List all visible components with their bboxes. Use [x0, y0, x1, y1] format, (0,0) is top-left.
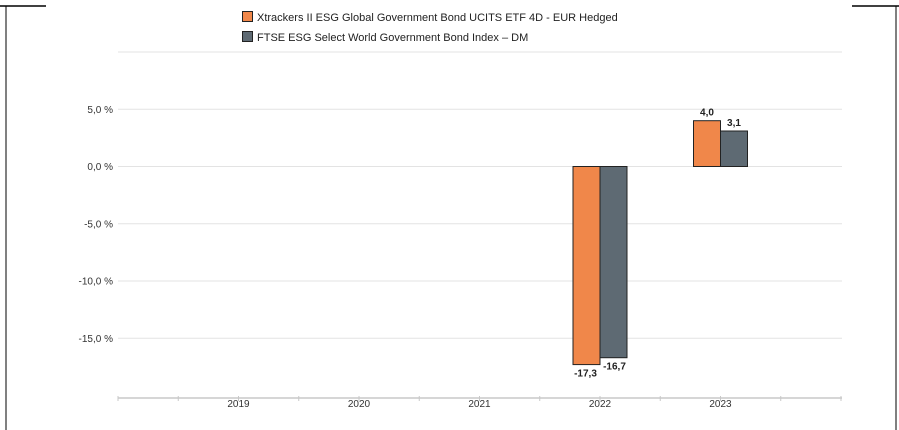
- y-tick-label: -10,0 %: [79, 277, 114, 288]
- data-label: -17,3: [574, 369, 597, 380]
- frame-lines: [0, 5, 899, 430]
- data-labels: -17,3 4,0 -16,7 3,1: [574, 108, 741, 380]
- data-label: 4,0: [700, 108, 714, 119]
- legend-swatch-series-2: [242, 31, 253, 42]
- legend-label-series-2: FTSE ESG Select World Government Bond In…: [257, 32, 528, 44]
- x-tick-label: 2023: [709, 399, 732, 410]
- y-tick-label: -15,0 %: [79, 334, 114, 345]
- y-tick-label: 5,0 %: [87, 105, 113, 116]
- legend-item-series-2[interactable]: FTSE ESG Select World Government Bond In…: [242, 31, 529, 45]
- x-tick-label: 2022: [589, 399, 612, 410]
- x-tick-label: 2021: [468, 399, 491, 410]
- x-tick-label: 2019: [227, 399, 250, 410]
- bar: [599, 166, 628, 359]
- bar: [572, 166, 601, 366]
- legend-item-series-1[interactable]: Xtrackers II ESG Global Government Bond …: [242, 11, 618, 25]
- legend-label-series-1: Xtrackers II ESG Global Government Bond …: [257, 12, 618, 24]
- x-axis: 2019 2020 2021 2022 2023: [117, 396, 842, 410]
- legend: Xtrackers II ESG Global Government Bond …: [242, 11, 618, 45]
- data-label: 3,1: [727, 118, 741, 129]
- bars: [572, 120, 748, 366]
- y-axis: 5,0 % 0,0 % -5,0 % -10,0 % -15,0 %: [79, 105, 114, 345]
- grid: [118, 51, 842, 339]
- legend-swatch-series-1: [242, 11, 253, 22]
- y-tick-label: 0,0 %: [87, 162, 113, 173]
- bar: [693, 120, 721, 167]
- bar: [720, 130, 748, 168]
- data-label: -16,7: [603, 362, 626, 373]
- x-tick-label: 2020: [348, 399, 371, 410]
- y-tick-label: -5,0 %: [84, 219, 113, 230]
